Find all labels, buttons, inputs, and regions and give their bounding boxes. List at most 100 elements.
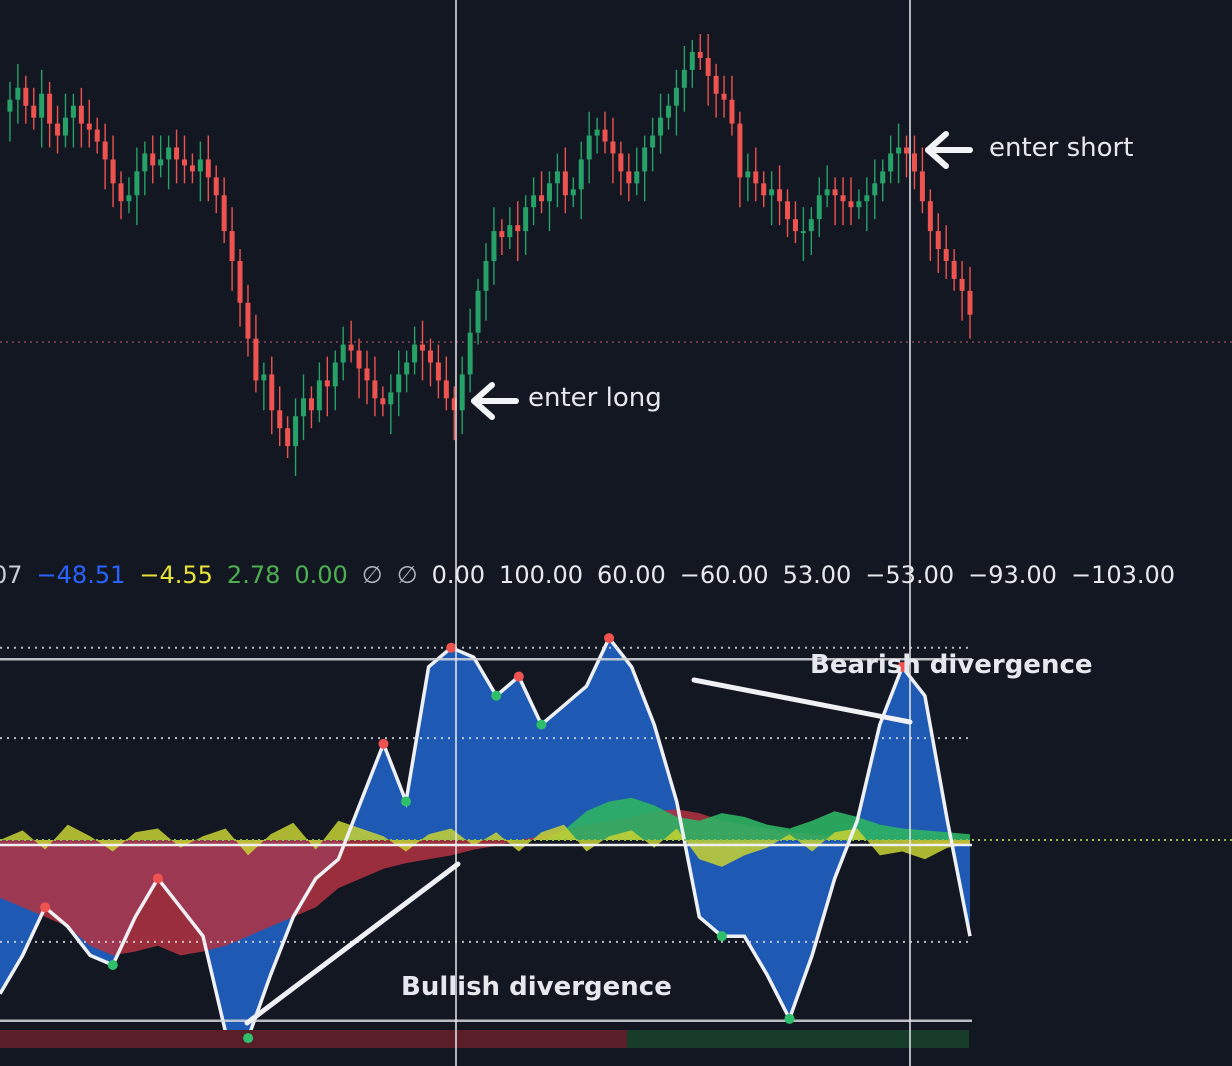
pivot-low-dot [107,960,118,970]
candle-body [205,159,211,178]
indicator-value: −53.00 [865,561,955,589]
candle-body [642,147,648,172]
candle-body [158,159,164,166]
candle-body [515,225,521,232]
indicator-value: −60.00 [679,561,769,589]
candle-body [316,380,322,411]
candle-body [562,171,568,196]
bearish-divergence-line [691,677,913,725]
candle-body [745,171,751,178]
pivot-high-dot [40,902,51,913]
indicator-value: 0.00 [294,561,348,589]
candle-body [451,398,457,411]
candle-body [491,231,497,261]
candle-body [808,219,814,232]
candle-body [293,416,299,447]
candle-body [959,278,965,291]
indicator-value: ∅ [396,561,418,589]
candle-body [261,374,267,381]
candle-body [332,362,338,387]
pivot-high-dot [446,642,457,653]
pivot-low-dot [716,931,727,942]
candle-body [935,231,941,250]
pivot-high-dot [604,633,615,644]
candle-body [364,368,370,381]
candle-body [308,398,314,411]
candle-body [86,123,92,130]
candle-body [927,201,933,232]
candle-body [904,147,910,154]
candle-body [951,260,957,279]
candle-body [118,183,124,202]
candle-body [15,87,21,100]
indicator-value: 53.00 [782,561,852,589]
indicator-value: −93.00 [968,561,1057,589]
indicator-value: 07 [0,561,23,589]
candle-body [475,290,481,333]
indicator-value: 60.00 [597,561,666,589]
indicator-value: ∅ [361,561,383,589]
candle-body [388,392,394,405]
arrow-head [471,382,495,420]
candle-body [102,141,108,160]
candle-body [245,302,251,339]
candle-body [404,362,410,375]
candle-body [47,93,53,124]
candle-body [792,219,798,232]
candle-body [880,171,886,184]
indicator-value: 2.78 [226,561,281,589]
candle-body [31,105,37,118]
candle-body [578,159,584,190]
candle-body [237,260,243,303]
candle-body [126,195,132,202]
candle-body [761,183,767,196]
candle-body [142,153,148,172]
candle-body [269,374,275,411]
indicator-values-row: 07 −48.51 −4.55 2.78 0.00 ∅ ∅ 0.00 100.00 60.00 −6… [0,558,1232,592]
candle-body [531,195,537,208]
candle-body [189,165,195,172]
pivot-high-dot [513,671,524,682]
candle-body [380,398,386,405]
candle-body [134,171,140,196]
candle-body [911,153,917,172]
candle-body [229,231,235,261]
candle-body [467,332,473,375]
indicator-value: 0.00 [431,561,486,589]
candle-body [443,380,449,399]
candle-body [896,147,902,154]
candle-body [221,195,227,232]
candle-body [420,344,426,351]
indicator-value: −4.55 [139,561,213,589]
pivot-high-dot [378,738,389,749]
candle-body [39,93,45,118]
candle-body [435,362,441,381]
indicator-value: −48.51 [36,561,126,589]
candle-body [856,201,862,208]
candle-body [586,135,592,160]
candle-body [554,171,560,184]
candle-body [650,135,656,148]
candle-body [626,171,632,184]
candle-body [888,153,894,172]
candle-body [610,141,616,154]
candle-body [523,207,529,232]
candle-body [848,201,854,208]
enter-short-arrow-icon [925,131,973,169]
candle-body [285,428,291,447]
arrow-head [925,131,949,169]
pivot-high-dot [897,661,908,672]
candle-body [618,153,624,172]
candle-body [348,344,354,351]
indicator-value: −103.00 [1070,561,1176,589]
candle-body [174,147,180,160]
pivot-low-dot [784,1013,795,1024]
candle-body [634,171,640,184]
candle-body [324,380,330,387]
candle-body [507,225,513,238]
oscillator-main-line [0,634,972,1041]
candle-body [396,374,402,393]
enter-short-label: enter short [989,133,1134,163]
state-bar-bullish [627,1030,969,1048]
candle-body [94,129,100,142]
